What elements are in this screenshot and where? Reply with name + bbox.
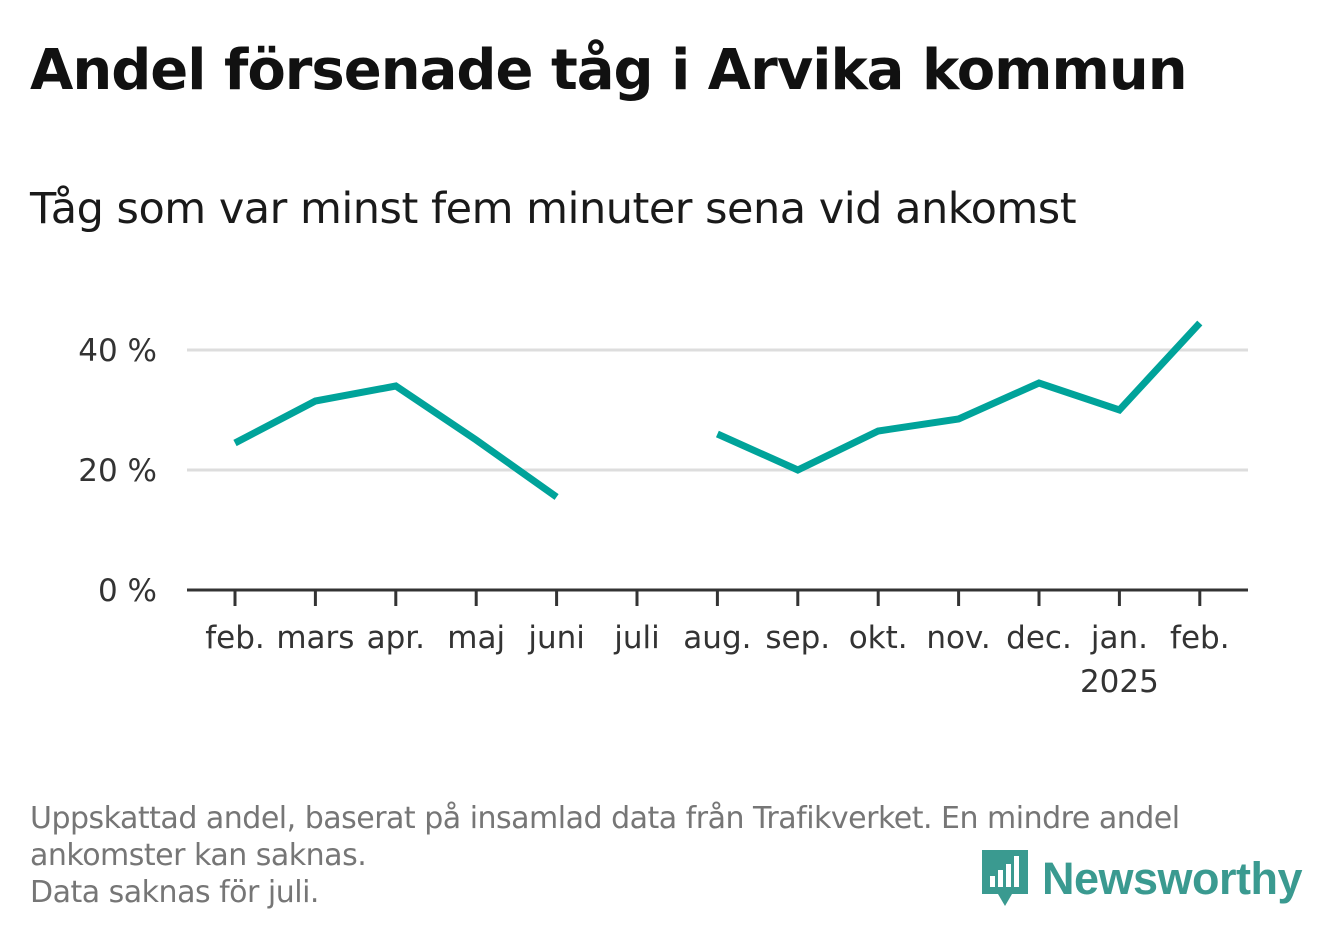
- y-tick-label: 40 %: [78, 333, 157, 369]
- y-tick-label: 0 %: [98, 573, 157, 609]
- x-tick-label: feb.: [205, 620, 265, 656]
- x-tick-label: nov.: [926, 620, 990, 656]
- x-tick-label: jan.: [1090, 620, 1148, 656]
- x-tick-label: feb.: [1170, 620, 1230, 656]
- x-tick-label: okt.: [849, 620, 908, 656]
- x-tick-label: aug.: [683, 620, 751, 656]
- newsworthy-logo-icon: [982, 850, 1028, 906]
- brand-name: Newsworthy: [1042, 853, 1303, 904]
- x-tick-label: mars: [276, 620, 354, 656]
- footer-note-line-3: Data saknas för juli.: [30, 875, 319, 910]
- series-line: [233, 382, 559, 500]
- footer-note-line-1: Uppskattad andel, baserat på insamlad da…: [30, 801, 1180, 836]
- newsworthy-brand[interactable]: Newsworthy: [980, 848, 1303, 910]
- x-tick-label: dec.: [1006, 620, 1072, 656]
- x-year-label: 2025: [1080, 664, 1159, 700]
- x-tick-label: juni: [527, 620, 585, 656]
- chart-subtitle: Tåg som var minst fem minuter sena vid a…: [30, 184, 1077, 234]
- line-chart: 0 % 20 % 40 % feb. mars apr. maj juni juli aug. se…: [78, 320, 1248, 700]
- x-tick-label: sep.: [765, 620, 830, 656]
- x-tick-label: maj: [447, 620, 505, 656]
- x-tick-label: apr.: [367, 620, 425, 656]
- chart-title: Andel försenade tåg i Arvika kommun: [30, 38, 1188, 103]
- chart-footer: Uppskattad andel, baserat på insamlad da…: [30, 800, 1290, 911]
- x-tick-label: juli: [613, 620, 660, 656]
- series-line: [715, 320, 1203, 474]
- footer-note-line-2: ankomster kan saknas.: [30, 838, 367, 873]
- y-tick-label: 20 %: [78, 453, 157, 489]
